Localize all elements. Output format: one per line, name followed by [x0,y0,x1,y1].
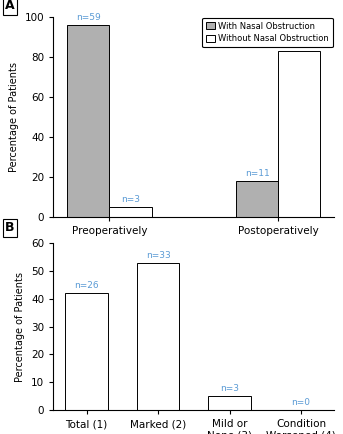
Text: B: B [5,221,15,234]
Text: n=33: n=33 [146,251,170,260]
Text: n=59: n=59 [76,13,101,22]
Text: A: A [5,0,15,13]
Text: n=3: n=3 [220,385,239,393]
Bar [137,263,179,410]
Text: n=26: n=26 [74,281,99,290]
Bar [208,396,251,410]
Bar [278,51,320,217]
Y-axis label: Percentage of Patients: Percentage of Patients [15,272,25,381]
Legend: With Nasal Obstruction, Without Nasal Obstruction: With Nasal Obstruction, Without Nasal Ob… [202,17,333,47]
Bar [67,25,109,217]
Bar [236,181,278,217]
Text: n=51: n=51 [287,39,312,48]
Bar [65,293,108,410]
Text: n=3: n=3 [121,195,140,204]
Text: n=11: n=11 [245,169,270,178]
Y-axis label: Percentage of Patients: Percentage of Patients [9,62,19,172]
Bar [109,207,152,217]
Text: n=0: n=0 [292,398,310,408]
